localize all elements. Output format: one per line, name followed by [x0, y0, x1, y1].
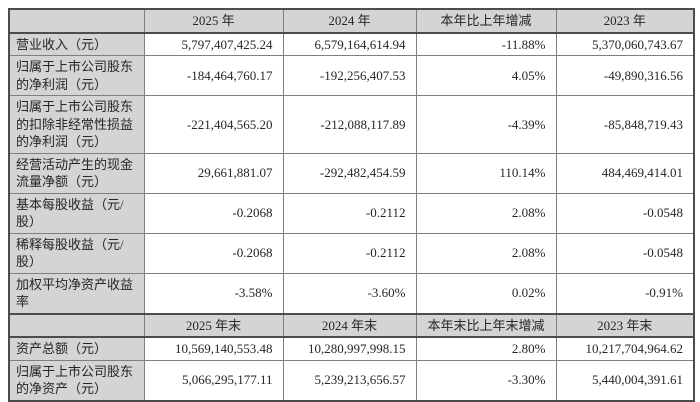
table-cell: 4.05%	[415, 55, 557, 96]
table-cell: -0.0548	[555, 192, 695, 234]
table-cell: 110.14%	[415, 152, 557, 194]
table-cell: 5,797,407,425.24	[143, 32, 284, 56]
table-cell: -4.39%	[415, 95, 557, 154]
table-cell: -11.88%	[415, 32, 557, 56]
table-cell: -192,256,407.53	[282, 55, 417, 96]
table-cell: 5,239,213,656.57	[282, 359, 417, 401]
row-net-profit-excl-nonrecurring: 归属于上市公司股东的扣除非经常性损益的净利润（元） -221,404,565.2…	[8, 95, 695, 154]
row-diluted-eps: 稀释每股收益（元/股） -0.2068 -0.2112 2.08% -0.054…	[8, 232, 695, 274]
table-cell: -3.30%	[415, 359, 557, 401]
row-operating-revenue: 营业收入（元） 5,797,407,425.24 6,579,164,614.9…	[8, 32, 695, 56]
column-header-yoy-change: 本年比上年增减	[415, 8, 557, 34]
table-cell: -3.60%	[282, 272, 417, 314]
header-row-yearend: 2025 年末 2024 年末 本年末比上年末增减 2023 年末	[8, 312, 695, 338]
column-header-yearend-change: 本年末比上年末增减	[415, 312, 557, 338]
row-label: 加权平均净资产收益率	[8, 272, 145, 314]
column-header-blank	[8, 312, 145, 338]
column-header-2025-yearend: 2025 年末	[143, 312, 284, 338]
table-cell: -49,890,316.56	[555, 55, 695, 96]
row-label: 经营活动产生的现金流量净额（元）	[8, 152, 145, 194]
table-cell: 10,280,997,998.15	[282, 336, 417, 361]
table-cell: -3.58%	[143, 272, 284, 314]
row-net-profit-attributable: 归属于上市公司股东的净利润（元） -184,464,760.17 -192,25…	[8, 55, 695, 96]
row-label: 营业收入（元）	[8, 32, 145, 56]
table-cell: 2.08%	[415, 192, 557, 234]
column-header-blank	[8, 8, 145, 34]
row-label: 基本每股收益（元/股）	[8, 192, 145, 234]
row-label: 资产总额（元）	[8, 336, 145, 361]
table-cell: 2.80%	[415, 336, 557, 361]
table-cell: 484,469,414.01	[555, 152, 695, 194]
table-cell: 29,661,881.07	[143, 152, 284, 194]
table-cell: -85,848,719.43	[555, 95, 695, 154]
table-cell: -184,464,760.17	[143, 55, 284, 96]
table-cell: -212,088,117.89	[282, 95, 417, 154]
table-cell: 5,440,004,391.61	[555, 359, 695, 401]
column-header-2025: 2025 年	[143, 8, 284, 34]
table-cell: 0.02%	[415, 272, 557, 314]
table-cell: 5,066,295,177.11	[143, 359, 284, 401]
table-cell: -0.2112	[282, 232, 417, 274]
row-operating-cash-flow: 经营活动产生的现金流量净额（元） 29,661,881.07 -292,482,…	[8, 152, 695, 194]
column-header-2023-yearend: 2023 年末	[555, 312, 695, 338]
table-cell: -0.2068	[143, 232, 284, 274]
table-cell: -0.91%	[555, 272, 695, 314]
financial-summary-table: 2025 年 2024 年 本年比上年增减 2023 年 营业收入（元） 5,7…	[8, 8, 695, 402]
row-label: 归属于上市公司股东的净利润（元）	[8, 55, 145, 96]
column-header-2023: 2023 年	[555, 8, 695, 34]
row-total-assets: 资产总额（元） 10,569,140,553.48 10,280,997,998…	[8, 336, 695, 361]
row-net-assets-attributable: 归属于上市公司股东的净资产（元） 5,066,295,177.11 5,239,…	[8, 359, 695, 401]
column-header-2024-yearend: 2024 年末	[282, 312, 417, 338]
row-weighted-avg-roe: 加权平均净资产收益率 -3.58% -3.60% 0.02% -0.91%	[8, 272, 695, 314]
table-cell: -0.2112	[282, 192, 417, 234]
header-row-annual: 2025 年 2024 年 本年比上年增减 2023 年	[8, 8, 695, 34]
column-header-2024: 2024 年	[282, 8, 417, 34]
table-cell: -221,404,565.20	[143, 95, 284, 154]
table-cell: -292,482,454.59	[282, 152, 417, 194]
table-cell: 10,569,140,553.48	[143, 336, 284, 361]
table-cell: 2.08%	[415, 232, 557, 274]
row-label: 归属于上市公司股东的净资产（元）	[8, 359, 145, 401]
row-label: 稀释每股收益（元/股）	[8, 232, 145, 274]
table-cell: 10,217,704,964.62	[555, 336, 695, 361]
table-cell: -0.2068	[143, 192, 284, 234]
table-cell: -0.0548	[555, 232, 695, 274]
row-label: 归属于上市公司股东的扣除非经常性损益的净利润（元）	[8, 95, 145, 154]
table-cell: 6,579,164,614.94	[282, 32, 417, 56]
table-cell: 5,370,060,743.67	[555, 32, 695, 56]
row-basic-eps: 基本每股收益（元/股） -0.2068 -0.2112 2.08% -0.054…	[8, 192, 695, 234]
